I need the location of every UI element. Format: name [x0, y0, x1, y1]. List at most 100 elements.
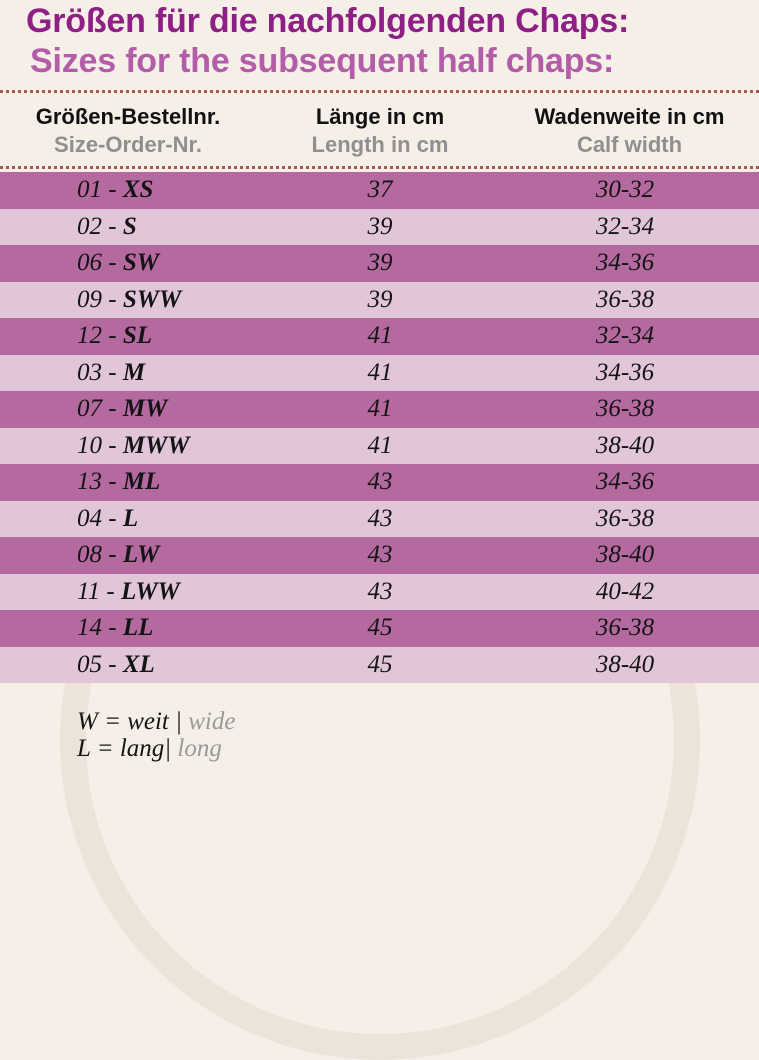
- dotted-divider-top: [0, 90, 759, 93]
- order-number: 09 -: [77, 285, 123, 313]
- order-number: 02 -: [77, 212, 123, 240]
- size-code: ML: [122, 468, 161, 495]
- calf-width-cell: 36-38: [595, 614, 655, 641]
- table-row: 11 - LWW 43 40-42: [0, 573, 759, 611]
- calf-width-cell: 36-38: [595, 395, 655, 422]
- length-cell: 39: [367, 212, 393, 240]
- table-row: 03 - M 41 34-36: [0, 354, 759, 392]
- table-row: 01 - XS 37 30-32: [0, 172, 759, 209]
- column-header-order-number-de: Größen-Bestellnr.: [35, 104, 221, 129]
- length-cell: 45: [367, 614, 393, 641]
- column-header-calf-width-en: Calf width: [576, 132, 683, 157]
- table-row: 07 - MW 41 36-38: [0, 391, 759, 428]
- calf-width-cell: 34-36: [595, 358, 655, 386]
- legend-term-en: wide: [188, 708, 236, 735]
- table-row: 02 - S 39 32-34: [0, 208, 759, 246]
- table-row: 04 - L 43 36-38: [0, 500, 759, 538]
- table-row: 06 - SW 39 34-36: [0, 245, 759, 282]
- legend-line-long: L = lang| long: [77, 735, 235, 762]
- table-row: 08 - LW 43 38-40: [0, 537, 759, 574]
- table-row: 09 - SWW 39 36-38: [0, 281, 759, 319]
- table-row: 13 - ML 43 34-36: [0, 464, 759, 501]
- order-number-cell: 06 - SW: [77, 245, 159, 282]
- table-row: 05 - XL 45 38-40: [0, 646, 759, 684]
- calf-width-cell: 34-36: [595, 468, 655, 495]
- order-number-cell: 03 - M: [77, 355, 145, 392]
- length-cell: 41: [367, 322, 393, 349]
- order-number: 12 -: [77, 322, 123, 349]
- order-number: 10 -: [77, 431, 123, 459]
- order-number: 13 -: [77, 468, 123, 495]
- order-number: 11 -: [77, 577, 121, 605]
- column-header-length: Länge in cm Length in cm: [265, 104, 495, 158]
- length-cell: 43: [367, 541, 393, 568]
- length-cell: 41: [367, 431, 393, 459]
- order-number: 05 -: [77, 650, 123, 678]
- size-code: SL: [122, 322, 153, 349]
- column-header-calf-width: Wadenweite in cm Calf width: [500, 104, 759, 158]
- order-number-cell: 02 - S: [77, 209, 137, 246]
- title-english: Sizes for the subsequent half chaps:: [30, 42, 615, 80]
- column-header-order-number: Größen-Bestellnr. Size-Order-Nr.: [0, 104, 256, 158]
- order-number-cell: 14 - LL: [77, 610, 153, 647]
- column-header-length-de: Länge in cm: [315, 104, 445, 129]
- legend-term-de: L = lang|: [77, 735, 178, 762]
- size-code: SWW: [122, 285, 182, 313]
- size-table: 01 - XS 37 30-32 02 - S 39 32-34 06 - SW…: [0, 172, 759, 683]
- order-number-cell: 10 - MWW: [77, 428, 190, 465]
- table-row: 10 - MWW 41 38-40: [0, 427, 759, 465]
- length-cell: 43: [367, 504, 393, 532]
- legend-term-de: W = weit |: [77, 708, 189, 735]
- title-german: Größen für die nachfolgenden Chaps:: [26, 2, 630, 40]
- size-code: LL: [122, 614, 154, 641]
- calf-width-cell: 36-38: [595, 285, 655, 313]
- order-number-cell: 13 - ML: [77, 464, 160, 501]
- table-row: 12 - SL 41 32-34: [0, 318, 759, 355]
- dotted-divider-bottom: [0, 166, 759, 169]
- table-row: 14 - LL 45 36-38: [0, 610, 759, 647]
- size-code: XS: [122, 176, 154, 203]
- order-number-cell: 12 - SL: [77, 318, 152, 355]
- order-number: 08 -: [77, 541, 123, 568]
- length-cell: 45: [367, 650, 393, 678]
- length-cell: 39: [367, 285, 393, 313]
- order-number: 06 -: [77, 249, 123, 276]
- length-cell: 41: [367, 358, 393, 386]
- calf-width-cell: 36-38: [595, 504, 655, 532]
- column-header-length-en: Length in cm: [311, 132, 449, 157]
- calf-width-cell: 34-36: [595, 249, 655, 276]
- calf-width-cell: 32-34: [595, 322, 655, 349]
- order-number: 01 -: [77, 176, 123, 203]
- length-cell: 37: [367, 176, 393, 203]
- legend-line-wide: W = weit | wide: [77, 708, 235, 735]
- size-code: L: [122, 504, 139, 532]
- size-code: LWW: [120, 577, 180, 605]
- order-number-cell: 04 - L: [77, 501, 138, 538]
- size-code: LW: [122, 541, 160, 568]
- order-number: 14 -: [77, 614, 123, 641]
- calf-width-cell: 38-40: [595, 541, 655, 568]
- calf-width-cell: 32-34: [595, 212, 655, 240]
- order-number: 04 -: [77, 504, 123, 532]
- order-number-cell: 09 - SWW: [77, 282, 181, 319]
- order-number-cell: 01 - XS: [77, 172, 153, 209]
- legend-term-en: long: [177, 735, 222, 762]
- order-number: 07 -: [77, 395, 123, 422]
- size-code: MW: [122, 395, 168, 422]
- column-header-order-number-en: Size-Order-Nr.: [54, 132, 202, 157]
- calf-width-cell: 40-42: [595, 577, 655, 605]
- order-number-cell: 05 - XL: [77, 647, 155, 684]
- size-code: SW: [122, 249, 159, 276]
- order-number-cell: 11 - LWW: [77, 574, 180, 611]
- length-cell: 43: [367, 577, 393, 605]
- size-code: XL: [122, 650, 155, 678]
- abbreviation-legend: W = weit | wide L = lang| long: [77, 708, 235, 762]
- size-code: S: [122, 212, 137, 240]
- length-cell: 39: [367, 249, 393, 276]
- order-number: 03 -: [77, 358, 123, 386]
- length-cell: 43: [367, 468, 393, 495]
- size-code: MWW: [122, 431, 190, 459]
- calf-width-cell: 38-40: [595, 431, 655, 459]
- column-header-calf-width-de: Wadenweite in cm: [534, 104, 725, 129]
- calf-width-cell: 38-40: [595, 650, 655, 678]
